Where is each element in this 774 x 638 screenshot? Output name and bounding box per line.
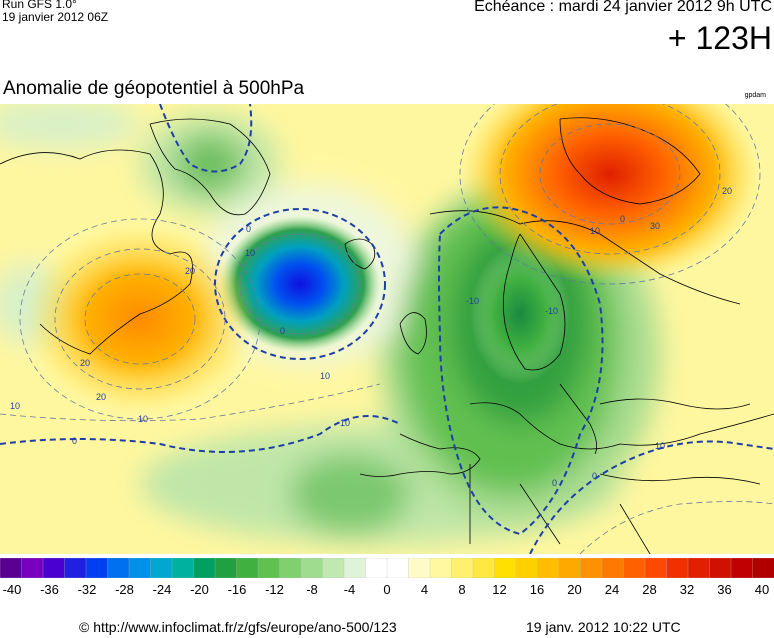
color-scale-swatch: [42, 557, 66, 579]
contour-label: 10: [10, 401, 20, 411]
run-label: Run GFS 1.0°: [2, 0, 77, 11]
color-scale-swatch: [601, 557, 625, 579]
contour-label: 10: [320, 371, 330, 381]
contour-label: 10: [138, 414, 148, 424]
forecast-lead-time: + 123H: [667, 20, 772, 56]
color-scale-swatch: [709, 557, 732, 579]
contour-label: -10: [545, 306, 558, 316]
contour-labels: 20 10 -10 0 10 20 30 20 10 0 -10 0 10 20…: [10, 186, 732, 488]
contour-label: 0: [592, 471, 597, 481]
color-scale-swatch: [257, 557, 281, 579]
color-scale-tick-label: -20: [190, 582, 209, 597]
color-scale-tick-label: 4: [420, 582, 429, 597]
color-scale-swatch: [85, 557, 109, 579]
color-scale-tick-label: -12: [265, 582, 284, 597]
color-scale-tick-label: -28: [115, 582, 134, 597]
color-scale-swatch: [580, 557, 603, 579]
color-scale-tick-label: 40: [754, 582, 770, 597]
color-scale-tick-label: 28: [642, 582, 657, 597]
color-scale-swatch: [64, 557, 87, 579]
color-scale-swatch: [623, 557, 646, 579]
color-scale-swatch: [21, 557, 44, 579]
contour-label: -10: [466, 296, 479, 306]
contour-label: 10: [340, 418, 350, 428]
contour-label: 0: [246, 224, 251, 234]
color-scale-swatch: [343, 557, 367, 579]
forecast-valid-time: Echéance : mardi 24 janvier 2012 9h UTC: [474, 0, 772, 15]
color-scale-swatch: [494, 557, 517, 579]
color-scale-swatch: [365, 557, 388, 579]
color-scale-tick-label: 0: [383, 582, 391, 597]
contour-label: 0: [620, 214, 625, 224]
color-scale-svg: [0, 557, 774, 579]
color-scale-swatch: [236, 557, 259, 579]
color-scale-swatch: [752, 557, 774, 579]
color-scale-swatch: [429, 557, 453, 579]
color-scale-swatch: [193, 557, 216, 579]
color-scale-swatch: [687, 557, 711, 579]
contour-label: 10: [245, 248, 255, 258]
anomaly-map[interactable]: 20 10 -10 0 10 20 30 20 10 0 -10 0 10 20…: [0, 104, 774, 554]
contour-label: 0: [552, 478, 557, 488]
color-scale-tick-label: 32: [679, 582, 695, 597]
color-scale-swatch: [730, 557, 754, 579]
contour-label: 20: [722, 186, 732, 196]
color-scale-swatch: [386, 557, 410, 579]
color-scale-swatch: [150, 557, 173, 579]
color-scale-tick-label: 36: [717, 582, 732, 597]
brand-mark: gpdam: [744, 92, 766, 99]
color-scale-tick-label: 12: [492, 582, 507, 597]
generation-timestamp: 19 janv. 2012 10:22 UTC: [526, 619, 681, 635]
color-scale-tick-label: -16: [227, 582, 247, 597]
color-scale-swatch: [472, 557, 496, 579]
color-scale-swatch: [644, 557, 668, 579]
run-date: 19 janvier 2012 06Z: [2, 10, 109, 24]
contour-label: 0: [280, 326, 285, 336]
color-scale-swatch: [128, 557, 152, 579]
color-scale-tick-label: 20: [567, 582, 582, 597]
color-scale-swatch: [214, 557, 238, 579]
color-scale-tick-label: 24: [604, 582, 620, 597]
color-scale-swatch: [300, 557, 324, 579]
color-scale-bar: [0, 557, 774, 579]
color-scale-swatch: [515, 557, 539, 579]
low-anomaly-europe: [470, 244, 570, 384]
color-scale-swatch: [107, 557, 130, 579]
color-scale-tick-label: 8: [458, 582, 466, 597]
color-scale-tick-label: -40: [2, 582, 22, 597]
color-scale-tick-label: -36: [40, 582, 59, 597]
color-scale-swatch: [171, 557, 195, 579]
color-scale-swatch: [451, 557, 474, 579]
contour-label: 30: [650, 221, 660, 231]
color-scale-swatch: [537, 557, 560, 579]
contour-label: 20: [80, 358, 90, 368]
contour-label: 20: [96, 392, 106, 402]
color-scale-tick-label: -8: [306, 582, 318, 597]
contours: [0, 104, 774, 554]
contour-label: 10: [655, 441, 665, 451]
color-scale-tick-label: -32: [77, 582, 97, 597]
contour-label: 20: [185, 266, 195, 276]
contour-label: 0: [72, 436, 77, 446]
color-scale-swatch: [558, 557, 582, 579]
map-svg: 20 10 -10 0 10 20 30 20 10 0 -10 0 10 20…: [0, 104, 774, 554]
color-scale-tick-label: -24: [152, 582, 172, 597]
color-scale-ticks: -40 -36 -32 -28 -24 -20 -16 -12 -8 -4 0 4 8 12 16 20 24 2…: [0, 582, 774, 600]
source-url[interactable]: © http://www.infoclimat.fr/z/gfs/europe/…: [79, 619, 397, 635]
color-scale-tick-label: -4: [343, 582, 356, 597]
color-scale-swatch: [279, 557, 302, 579]
color-scale-swatch: [408, 557, 431, 579]
color-scale-swatch: [322, 557, 345, 579]
high-anomaly-west: [25, 224, 255, 414]
high-anomaly-north: [460, 104, 760, 284]
color-scale-tick-label: 16: [529, 582, 545, 597]
contour-label: 10: [590, 226, 600, 236]
color-scale-swatch: [0, 557, 23, 579]
map-title: Anomalie de géopotentiel à 500hPa: [3, 78, 305, 99]
color-scale-swatch: [666, 557, 689, 579]
coastlines: [0, 117, 774, 554]
